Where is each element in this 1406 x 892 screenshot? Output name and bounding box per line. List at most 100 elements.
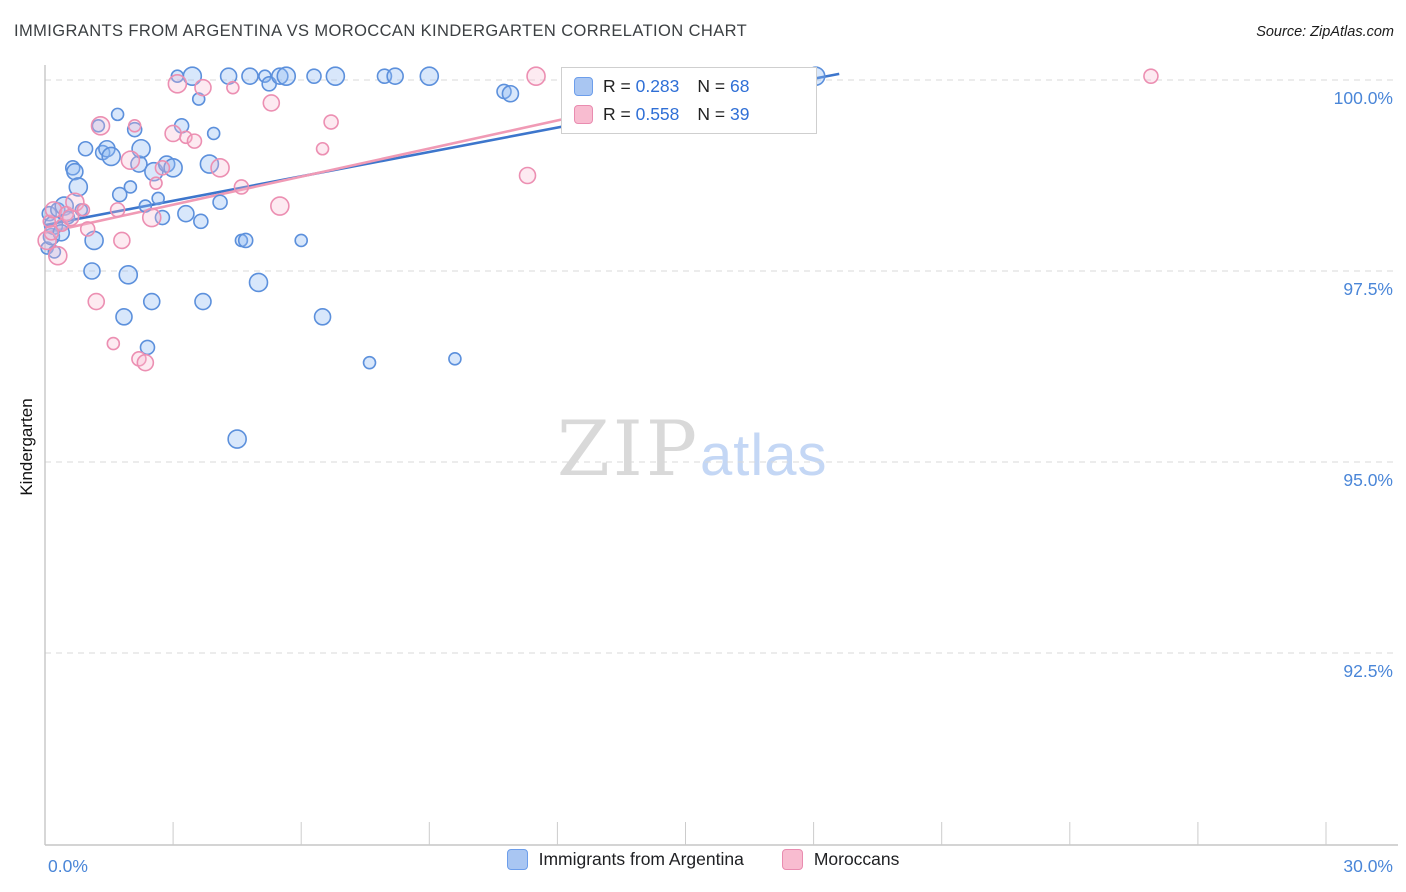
- data-point: [106, 336, 121, 351]
- data-point: [164, 124, 182, 143]
- data-point: [194, 78, 212, 97]
- data-point: [151, 191, 165, 206]
- data-point: [315, 141, 330, 156]
- y-tick-label: 92.5%: [1343, 661, 1393, 681]
- data-point: [66, 162, 84, 181]
- data-point: [362, 355, 377, 370]
- data-point: [157, 155, 176, 173]
- watermark-zip: ZIP: [557, 404, 700, 493]
- data-point: [206, 126, 221, 141]
- argentina-legend-swatch: [506, 849, 528, 870]
- data-point: [313, 308, 332, 326]
- data-point: [323, 114, 339, 130]
- data-point: [123, 180, 138, 194]
- data-point: [186, 133, 203, 149]
- data-point: [294, 233, 309, 248]
- moroccans-r-label: R = 0.558: [603, 104, 680, 124]
- data-point: [518, 166, 537, 185]
- data-point: [177, 204, 195, 223]
- data-point: [526, 66, 546, 86]
- data-point: [68, 177, 89, 197]
- data-point: [120, 150, 141, 171]
- data-point: [386, 67, 404, 85]
- data-point: [109, 202, 126, 218]
- data-point: [115, 308, 133, 326]
- data-point: [76, 203, 91, 217]
- data-point: [227, 429, 247, 449]
- argentina-r-label: R = 0.283: [603, 76, 680, 96]
- source-label: Source: ZipAtlas.com: [1256, 24, 1394, 40]
- data-point: [237, 232, 254, 249]
- legend-row-argentina: R = 0.283 N = 68: [574, 76, 804, 97]
- legend-row-moroccans: R = 0.558 N = 39: [574, 104, 804, 125]
- data-point: [179, 130, 193, 145]
- data-point: [448, 352, 462, 366]
- data-point: [154, 160, 171, 176]
- data-point: [271, 67, 289, 85]
- legend-box: R = 0.283 N = 68 R = 0.558 N = 39: [561, 67, 817, 134]
- data-point: [79, 221, 96, 237]
- data-point: [212, 194, 228, 211]
- data-point: [48, 245, 68, 266]
- bottom-legend: Immigrants from Argentina Moroccans: [0, 849, 1406, 870]
- data-point: [276, 66, 297, 86]
- data-point: [1143, 68, 1159, 84]
- data-point: [118, 265, 139, 285]
- data-point: [262, 94, 281, 112]
- data-point: [43, 225, 60, 241]
- bottom-legend-item-moroccans: Moroccans: [781, 849, 900, 870]
- data-point: [83, 262, 101, 280]
- x-min-label: 0.0%: [48, 856, 88, 876]
- data-point: [501, 84, 520, 103]
- y-tick-label: 97.5%: [1343, 279, 1393, 299]
- y-tick-label: 95.0%: [1343, 470, 1393, 490]
- page-title: IMMIGRANTS FROM ARGENTINA VS MOROCCAN KI…: [14, 22, 748, 40]
- y-tick-label: 100.0%: [1334, 88, 1393, 108]
- argentina-legend-label: Immigrants from Argentina: [538, 849, 744, 869]
- x-max-label: 30.0%: [1343, 856, 1393, 876]
- moroccans-legend-swatch: [781, 849, 803, 870]
- data-point: [193, 213, 209, 230]
- watermark: ZIPatlas: [557, 404, 827, 493]
- moroccans-swatch: [574, 105, 593, 124]
- data-point: [306, 68, 322, 84]
- data-point: [91, 119, 106, 133]
- data-point: [90, 116, 111, 136]
- data-point: [241, 67, 259, 85]
- moroccans-legend-label: Moroccans: [813, 849, 900, 869]
- data-point: [258, 69, 272, 83]
- data-point: [87, 292, 106, 311]
- data-point: [199, 154, 220, 174]
- moroccans-n-label: N = 39: [697, 104, 750, 124]
- data-point: [142, 292, 161, 311]
- y-axis-label: Kindergarten: [17, 398, 36, 496]
- argentina-swatch: [574, 77, 593, 96]
- data-point: [113, 231, 131, 250]
- data-point: [149, 176, 163, 190]
- data-point: [226, 80, 240, 95]
- data-point: [77, 140, 94, 157]
- data-point: [126, 121, 143, 138]
- watermark-atlas: atlas: [699, 423, 828, 488]
- data-point: [127, 119, 142, 133]
- data-point: [248, 272, 269, 293]
- data-point: [167, 74, 188, 94]
- data-point: [101, 146, 121, 167]
- bottom-legend-item-argentina: Immigrants from Argentina: [506, 849, 744, 870]
- data-point: [37, 230, 57, 251]
- data-point: [154, 209, 171, 226]
- data-point: [65, 192, 85, 213]
- data-point: [141, 207, 162, 228]
- data-point: [194, 292, 212, 311]
- data-point: [325, 66, 346, 86]
- data-point: [110, 107, 125, 122]
- argentina-n-label: N = 68: [697, 76, 750, 96]
- data-point: [270, 196, 290, 216]
- data-point: [210, 158, 230, 178]
- data-point: [419, 66, 440, 86]
- data-point: [44, 201, 63, 219]
- data-point: [233, 179, 250, 195]
- data-point: [111, 186, 128, 203]
